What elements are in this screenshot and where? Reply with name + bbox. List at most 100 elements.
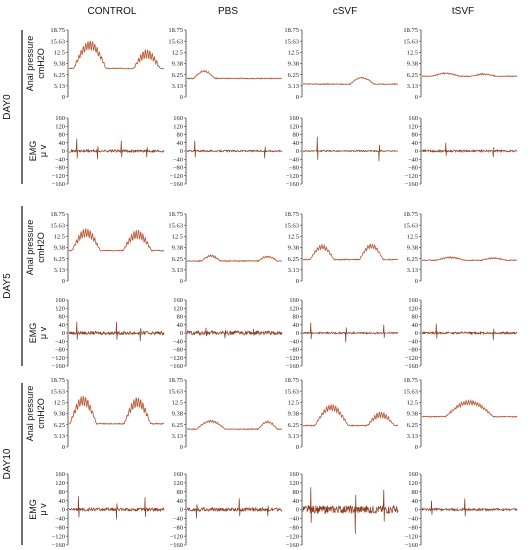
tick-label: 9.38	[288, 245, 299, 252]
tick-label: 0	[415, 507, 418, 514]
tick-label: −40	[408, 516, 418, 523]
tick-label: 9.38	[172, 245, 183, 252]
tick-label: 40	[177, 140, 184, 147]
tick-label: 6.25	[407, 422, 418, 429]
tick-label: 18.75	[50, 27, 65, 34]
row-label-emg-unit: μ v	[38, 326, 48, 339]
tick-label: 15.63	[50, 222, 65, 229]
tick-label: 120	[289, 480, 299, 487]
tick-label: 0	[62, 444, 65, 451]
tick-label: 160	[55, 115, 65, 122]
tick-label: 9.38	[172, 411, 183, 418]
tick-label: 40	[412, 322, 419, 329]
emg-trace	[186, 327, 283, 339]
tick-label: 12.5	[288, 234, 299, 241]
tick-label: 12.5	[407, 50, 418, 57]
tick-label: 120	[289, 123, 299, 130]
pressure-trace	[302, 243, 399, 261]
tick-label: −120	[170, 355, 183, 362]
tick-label: 40	[293, 498, 300, 505]
tick-label: −160	[170, 181, 183, 188]
emg-trace	[421, 142, 518, 158]
tick-label: −80	[289, 165, 299, 172]
tick-label: 0	[296, 330, 299, 337]
tick-label: 15.63	[50, 38, 65, 45]
tick-label: 40	[59, 322, 66, 329]
pressure-trace	[68, 40, 165, 70]
tick-label: −120	[170, 533, 183, 540]
pressure-axis: 18.75 15.63 12.5 9.38 6.25 3.13 0	[403, 377, 422, 451]
tick-label: 15.63	[284, 222, 299, 229]
tick-label: 12.5	[172, 50, 183, 57]
tick-label: −40	[289, 516, 299, 523]
panels: 18.7515.6312.59.386.253.13016012080400−4…	[50, 27, 518, 549]
tick-label: 6.25	[407, 72, 418, 79]
tick-label: −120	[52, 533, 65, 540]
tick-label: −120	[170, 173, 183, 180]
tick-label: 9.38	[54, 61, 65, 68]
tick-label: 0	[180, 507, 183, 514]
tick-label: 160	[55, 471, 65, 478]
tick-label: −80	[289, 347, 299, 354]
tick-label: 15.63	[403, 38, 418, 45]
tick-label: 160	[173, 115, 183, 122]
tick-label: 3.13	[288, 267, 299, 274]
tick-label: 6.25	[288, 256, 299, 263]
tick-label: 80	[412, 132, 419, 139]
tick-label: 6.25	[172, 72, 183, 79]
tick-label: 160	[408, 471, 418, 478]
row-label-pressure-unit: cmH2O	[36, 232, 46, 263]
row-label-pressure: Anal pressure	[25, 386, 35, 442]
tick-label: −120	[52, 355, 65, 362]
tick-label: 160	[173, 471, 183, 478]
pressure-axis: 18.75 15.63 12.5 9.38 6.25 3.13 0	[284, 27, 303, 101]
tick-label: −40	[173, 338, 183, 345]
tick-label: −120	[286, 173, 299, 180]
tick-label: 80	[59, 314, 66, 321]
row-label-pressure-unit: cmH2O	[36, 398, 46, 429]
tick-label: 9.38	[407, 61, 418, 68]
tick-label: 0	[415, 330, 418, 337]
tick-label: −80	[173, 165, 183, 172]
tick-label: 0	[415, 148, 418, 155]
tick-label: −80	[289, 524, 299, 531]
tick-label: 3.13	[172, 433, 183, 440]
pressure-axis: 18.75 15.63 12.5 9.38 6.25 3.13 0	[168, 27, 187, 101]
tick-label: −40	[55, 338, 65, 345]
pressure-axis: 18.75 15.63 12.5 9.38 6.25 3.13 0	[168, 377, 187, 451]
tick-label: −160	[286, 363, 299, 370]
tick-label: 0	[415, 444, 418, 451]
pressure-trace	[302, 403, 398, 427]
tick-label: 120	[55, 480, 65, 487]
tick-label: 120	[173, 305, 183, 312]
emg-trace	[302, 487, 399, 534]
emg-trace	[68, 496, 165, 520]
tick-label: −40	[173, 156, 183, 163]
tick-label: 0	[180, 94, 183, 101]
tick-label: 160	[173, 297, 183, 304]
tick-label: 40	[177, 498, 184, 505]
day-label: DAY10	[2, 448, 13, 479]
tick-label: 120	[173, 123, 183, 130]
tick-label: 0	[296, 148, 299, 155]
row-label-pressure: Anal pressure	[25, 220, 35, 276]
tick-label: −80	[408, 347, 418, 354]
tick-label: 18.75	[284, 377, 299, 384]
tick-label: 0	[415, 94, 418, 101]
pressure-trace	[303, 76, 399, 86]
row-label-emg: EMG	[28, 141, 38, 162]
tick-label: 0	[180, 278, 183, 285]
tick-label: −40	[408, 156, 418, 163]
tick-label: 6.25	[172, 256, 183, 263]
tick-label: −40	[55, 156, 65, 163]
tick-label: 18.75	[50, 211, 65, 218]
tick-label: 12.5	[54, 234, 65, 241]
tick-label: 120	[408, 480, 418, 487]
tick-label: 9.38	[288, 411, 299, 418]
column-header-tsvf: tSVF	[452, 6, 474, 17]
